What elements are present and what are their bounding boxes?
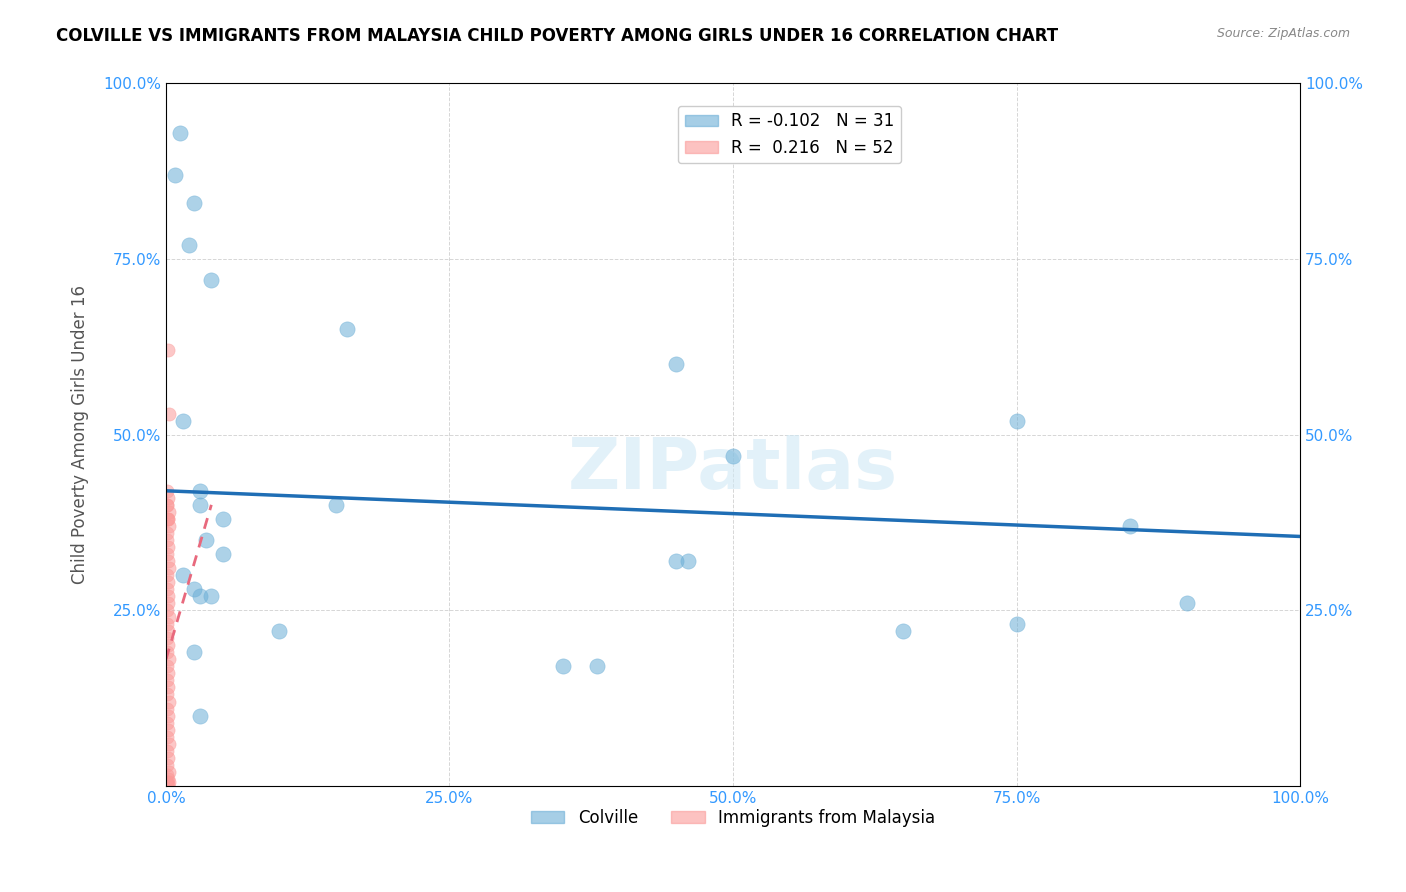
Point: [157, 681, 180, 695]
Point: [177, 238, 200, 252]
Point: [156, 512, 179, 526]
Point: [183, 582, 205, 596]
Point: [157, 638, 180, 652]
Point: [188, 483, 211, 498]
Point: [157, 540, 180, 554]
Point: [211, 512, 233, 526]
Point: [157, 512, 180, 526]
Text: Source: ZipAtlas.com: Source: ZipAtlas.com: [1216, 27, 1350, 40]
Point: [157, 775, 180, 789]
Point: [156, 483, 179, 498]
Point: [156, 533, 179, 547]
Point: [157, 764, 180, 779]
Point: [172, 413, 194, 427]
Point: [156, 730, 179, 744]
Point: [156, 498, 179, 512]
Point: [157, 596, 180, 610]
Point: [157, 737, 180, 751]
Point: [157, 554, 180, 568]
Point: [157, 750, 180, 764]
Point: [157, 777, 180, 791]
Point: [156, 617, 179, 632]
Point: [156, 498, 179, 512]
Point: [156, 589, 179, 603]
Point: [188, 498, 211, 512]
Point: [891, 624, 914, 639]
Point: [665, 554, 688, 568]
Point: [188, 708, 211, 723]
Point: [156, 744, 179, 758]
Point: [183, 195, 205, 210]
Point: [200, 589, 222, 603]
Point: [156, 547, 179, 561]
Point: [156, 673, 179, 688]
Point: [156, 568, 179, 582]
Point: [157, 491, 180, 505]
Point: [157, 343, 180, 358]
Point: [169, 126, 191, 140]
Point: [157, 708, 180, 723]
Point: [172, 568, 194, 582]
Point: [156, 582, 179, 596]
Point: [188, 589, 211, 603]
Point: [269, 624, 291, 639]
Point: [157, 407, 180, 421]
Point: [1005, 413, 1028, 427]
Point: [157, 694, 180, 708]
Point: [156, 701, 179, 715]
Point: [156, 768, 179, 782]
Point: [156, 777, 179, 791]
Y-axis label: Child Poverty Among Girls Under 16: Child Poverty Among Girls Under 16: [72, 285, 89, 584]
Point: [156, 688, 179, 702]
Point: [183, 645, 205, 659]
Point: [157, 575, 180, 590]
Point: [1175, 596, 1198, 610]
Point: [157, 652, 180, 666]
Point: [156, 525, 179, 540]
Point: [551, 659, 574, 673]
Point: [156, 757, 179, 772]
Point: [157, 723, 180, 737]
Point: [156, 632, 179, 646]
Point: [157, 772, 180, 786]
Point: [157, 624, 180, 639]
Point: [157, 505, 180, 519]
Point: [1119, 519, 1142, 533]
Point: [721, 449, 744, 463]
Point: [157, 519, 180, 533]
Point: [1005, 617, 1028, 632]
Point: [586, 659, 609, 673]
Point: [156, 603, 179, 617]
Legend: Colville, Immigrants from Malaysia: Colville, Immigrants from Malaysia: [524, 802, 942, 834]
Point: [156, 775, 179, 789]
Point: [211, 547, 233, 561]
Point: [676, 554, 699, 568]
Point: [157, 512, 180, 526]
Text: ZIPatlas: ZIPatlas: [568, 435, 898, 504]
Point: [665, 357, 688, 371]
Text: COLVILLE VS IMMIGRANTS FROM MALAYSIA CHILD POVERTY AMONG GIRLS UNDER 16 CORRELAT: COLVILLE VS IMMIGRANTS FROM MALAYSIA CHI…: [56, 27, 1059, 45]
Point: [165, 168, 187, 182]
Point: [336, 322, 359, 336]
Point: [200, 273, 222, 287]
Point: [156, 659, 179, 673]
Point: [157, 561, 180, 575]
Point: [194, 533, 217, 547]
Point: [157, 610, 180, 624]
Point: [325, 498, 347, 512]
Point: [156, 645, 179, 659]
Point: [157, 666, 180, 681]
Point: [156, 715, 179, 730]
